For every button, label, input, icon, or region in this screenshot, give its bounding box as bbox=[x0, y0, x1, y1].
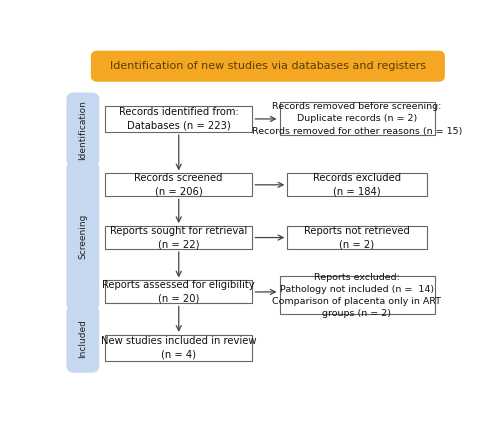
FancyBboxPatch shape bbox=[67, 93, 98, 166]
Text: Identification: Identification bbox=[78, 100, 87, 160]
Text: New studies included in review
(n = 4): New studies included in review (n = 4) bbox=[101, 336, 256, 360]
Text: Screening: Screening bbox=[78, 213, 87, 259]
Text: Records identified from:
Databases (n = 223): Records identified from: Databases (n = … bbox=[119, 107, 238, 131]
Text: Records excluded
(n = 184): Records excluded (n = 184) bbox=[313, 173, 401, 196]
Text: Reports sought for retrieval
(n = 22): Reports sought for retrieval (n = 22) bbox=[110, 226, 248, 250]
FancyBboxPatch shape bbox=[105, 106, 253, 132]
FancyBboxPatch shape bbox=[280, 276, 434, 314]
FancyBboxPatch shape bbox=[280, 102, 434, 135]
Text: Identification of new studies via databases and registers: Identification of new studies via databa… bbox=[110, 61, 426, 71]
FancyBboxPatch shape bbox=[92, 51, 444, 81]
FancyBboxPatch shape bbox=[67, 306, 98, 372]
Text: Reports assessed for eligibility
(n = 20): Reports assessed for eligibility (n = 20… bbox=[102, 280, 255, 304]
FancyBboxPatch shape bbox=[67, 162, 98, 309]
Text: Reports excluded:
Pathology not included (n =  14)
Comparison of placenta only i: Reports excluded: Pathology not included… bbox=[272, 273, 442, 318]
FancyBboxPatch shape bbox=[287, 226, 427, 249]
FancyBboxPatch shape bbox=[287, 173, 427, 196]
Text: Reports not retrieved
(n = 2): Reports not retrieved (n = 2) bbox=[304, 226, 410, 250]
Text: Records removed before screening:
Duplicate records (n = 2)
Records removed for : Records removed before screening: Duplic… bbox=[252, 102, 462, 136]
Text: Included: Included bbox=[78, 319, 87, 358]
FancyBboxPatch shape bbox=[105, 173, 253, 196]
FancyBboxPatch shape bbox=[105, 226, 253, 249]
Text: Records screened
(n = 206): Records screened (n = 206) bbox=[134, 173, 223, 196]
FancyBboxPatch shape bbox=[105, 335, 253, 361]
FancyBboxPatch shape bbox=[105, 280, 253, 303]
